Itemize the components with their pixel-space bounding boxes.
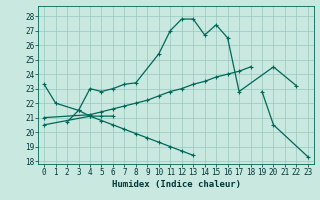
X-axis label: Humidex (Indice chaleur): Humidex (Indice chaleur) (111, 180, 241, 189)
